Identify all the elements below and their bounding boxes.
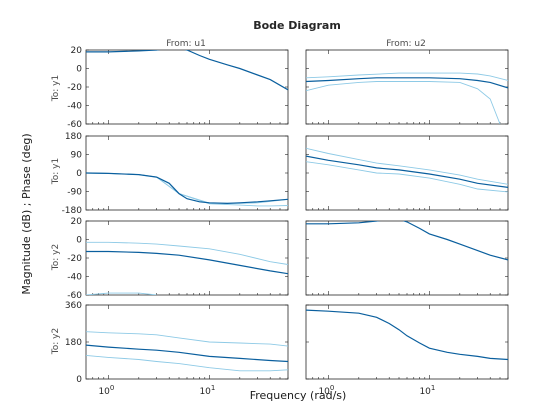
y-tick-label: -180 [62,206,83,216]
y-tick-label: 0 [76,65,82,75]
row-label-4: To: y2 [51,328,61,355]
column-label-u1: From: u1 [166,39,206,49]
series-lower-r1c2 [306,81,501,124]
panel-r2c1: 180 90 0 -90 -180 [62,132,289,216]
panel-r4c1: 360 180 0 100 101 [65,301,289,397]
y-tick-label: 0 [76,236,82,246]
panel-r2c2 [305,135,509,211]
y-tick-label: -20 [67,254,82,264]
panel-r4c2: 100 101 [305,304,509,397]
panel-r3c1: 20 0 -20 -40 -60 [67,217,289,301]
series-nominal-r4c2 [306,309,508,361]
series-lower-r2c2 [306,161,508,193]
y-tick-label: -40 [67,273,82,283]
series-upper-r3c1 [86,241,288,265]
series-upper-r4c1 [86,331,288,347]
y-tick-label: -60 [67,120,82,130]
row-labels: To: y1 To: y1 To: y2 To: y2 [51,75,61,355]
y-tick-label: 0 [76,375,82,385]
axes-frame [85,304,289,380]
y-tick-label: -60 [67,291,82,301]
axes-frame [305,135,509,211]
axes-frame [305,220,509,296]
axes-frame [305,304,509,380]
row-label-3: To: y2 [51,244,61,271]
panel-r1c1: 20 0 -20 -40 -60 [67,46,289,130]
y-tick-label: -20 [67,83,82,93]
series-lower-r4c1 [86,354,288,372]
y-tick-label: -40 [67,102,82,112]
column-label-u2: From: u2 [386,39,426,49]
row-label-1: To: y1 [51,75,61,102]
series-nominal-r4c1 [86,344,288,363]
y-tick-label: 180 [65,132,82,142]
row-label-2: To: y1 [51,158,61,185]
x-tick-label: 101 [419,384,435,397]
series-upper-r1c2 [306,72,508,81]
series-nominal-r1c1 [86,50,288,91]
series-upper-r2c2 [306,147,508,185]
x-tick-label: 100 [98,384,114,397]
y-tick-label: 20 [71,46,83,56]
figure-title: Bode Diagram [253,19,341,32]
panel-r1c2 [305,49,509,125]
axes-frame [85,135,289,211]
y-tick-label: 360 [65,301,82,311]
series-nominal-r3c2 [306,221,508,261]
x-tick-label: 101 [199,384,215,397]
series-nominal-r2c1 [86,172,288,205]
series-nominal-r2c2 [306,155,508,188]
y-tick-label: 0 [76,169,82,179]
y-tick-label: 90 [71,151,83,161]
axes-frame [85,49,289,125]
axes-frame [305,49,509,125]
series-nominal-r1c2 [306,77,508,89]
y-tick-label: 20 [71,217,83,227]
panel-r3c2 [305,220,509,296]
axes-frame [85,220,289,296]
y-tick-label: -90 [67,188,82,198]
series-nominal-r3c1 [86,250,288,275]
x-axis-label: Frequency (rad/s) [250,389,347,402]
panels: 200-20-40-60180900-90-180200-20-40-60360… [62,46,509,397]
series-lower-r3c1 [86,292,157,295]
y-tick-label: 180 [65,338,82,348]
y-axis-label: Magnitude (dB) ; Phase (deg) [20,133,33,294]
